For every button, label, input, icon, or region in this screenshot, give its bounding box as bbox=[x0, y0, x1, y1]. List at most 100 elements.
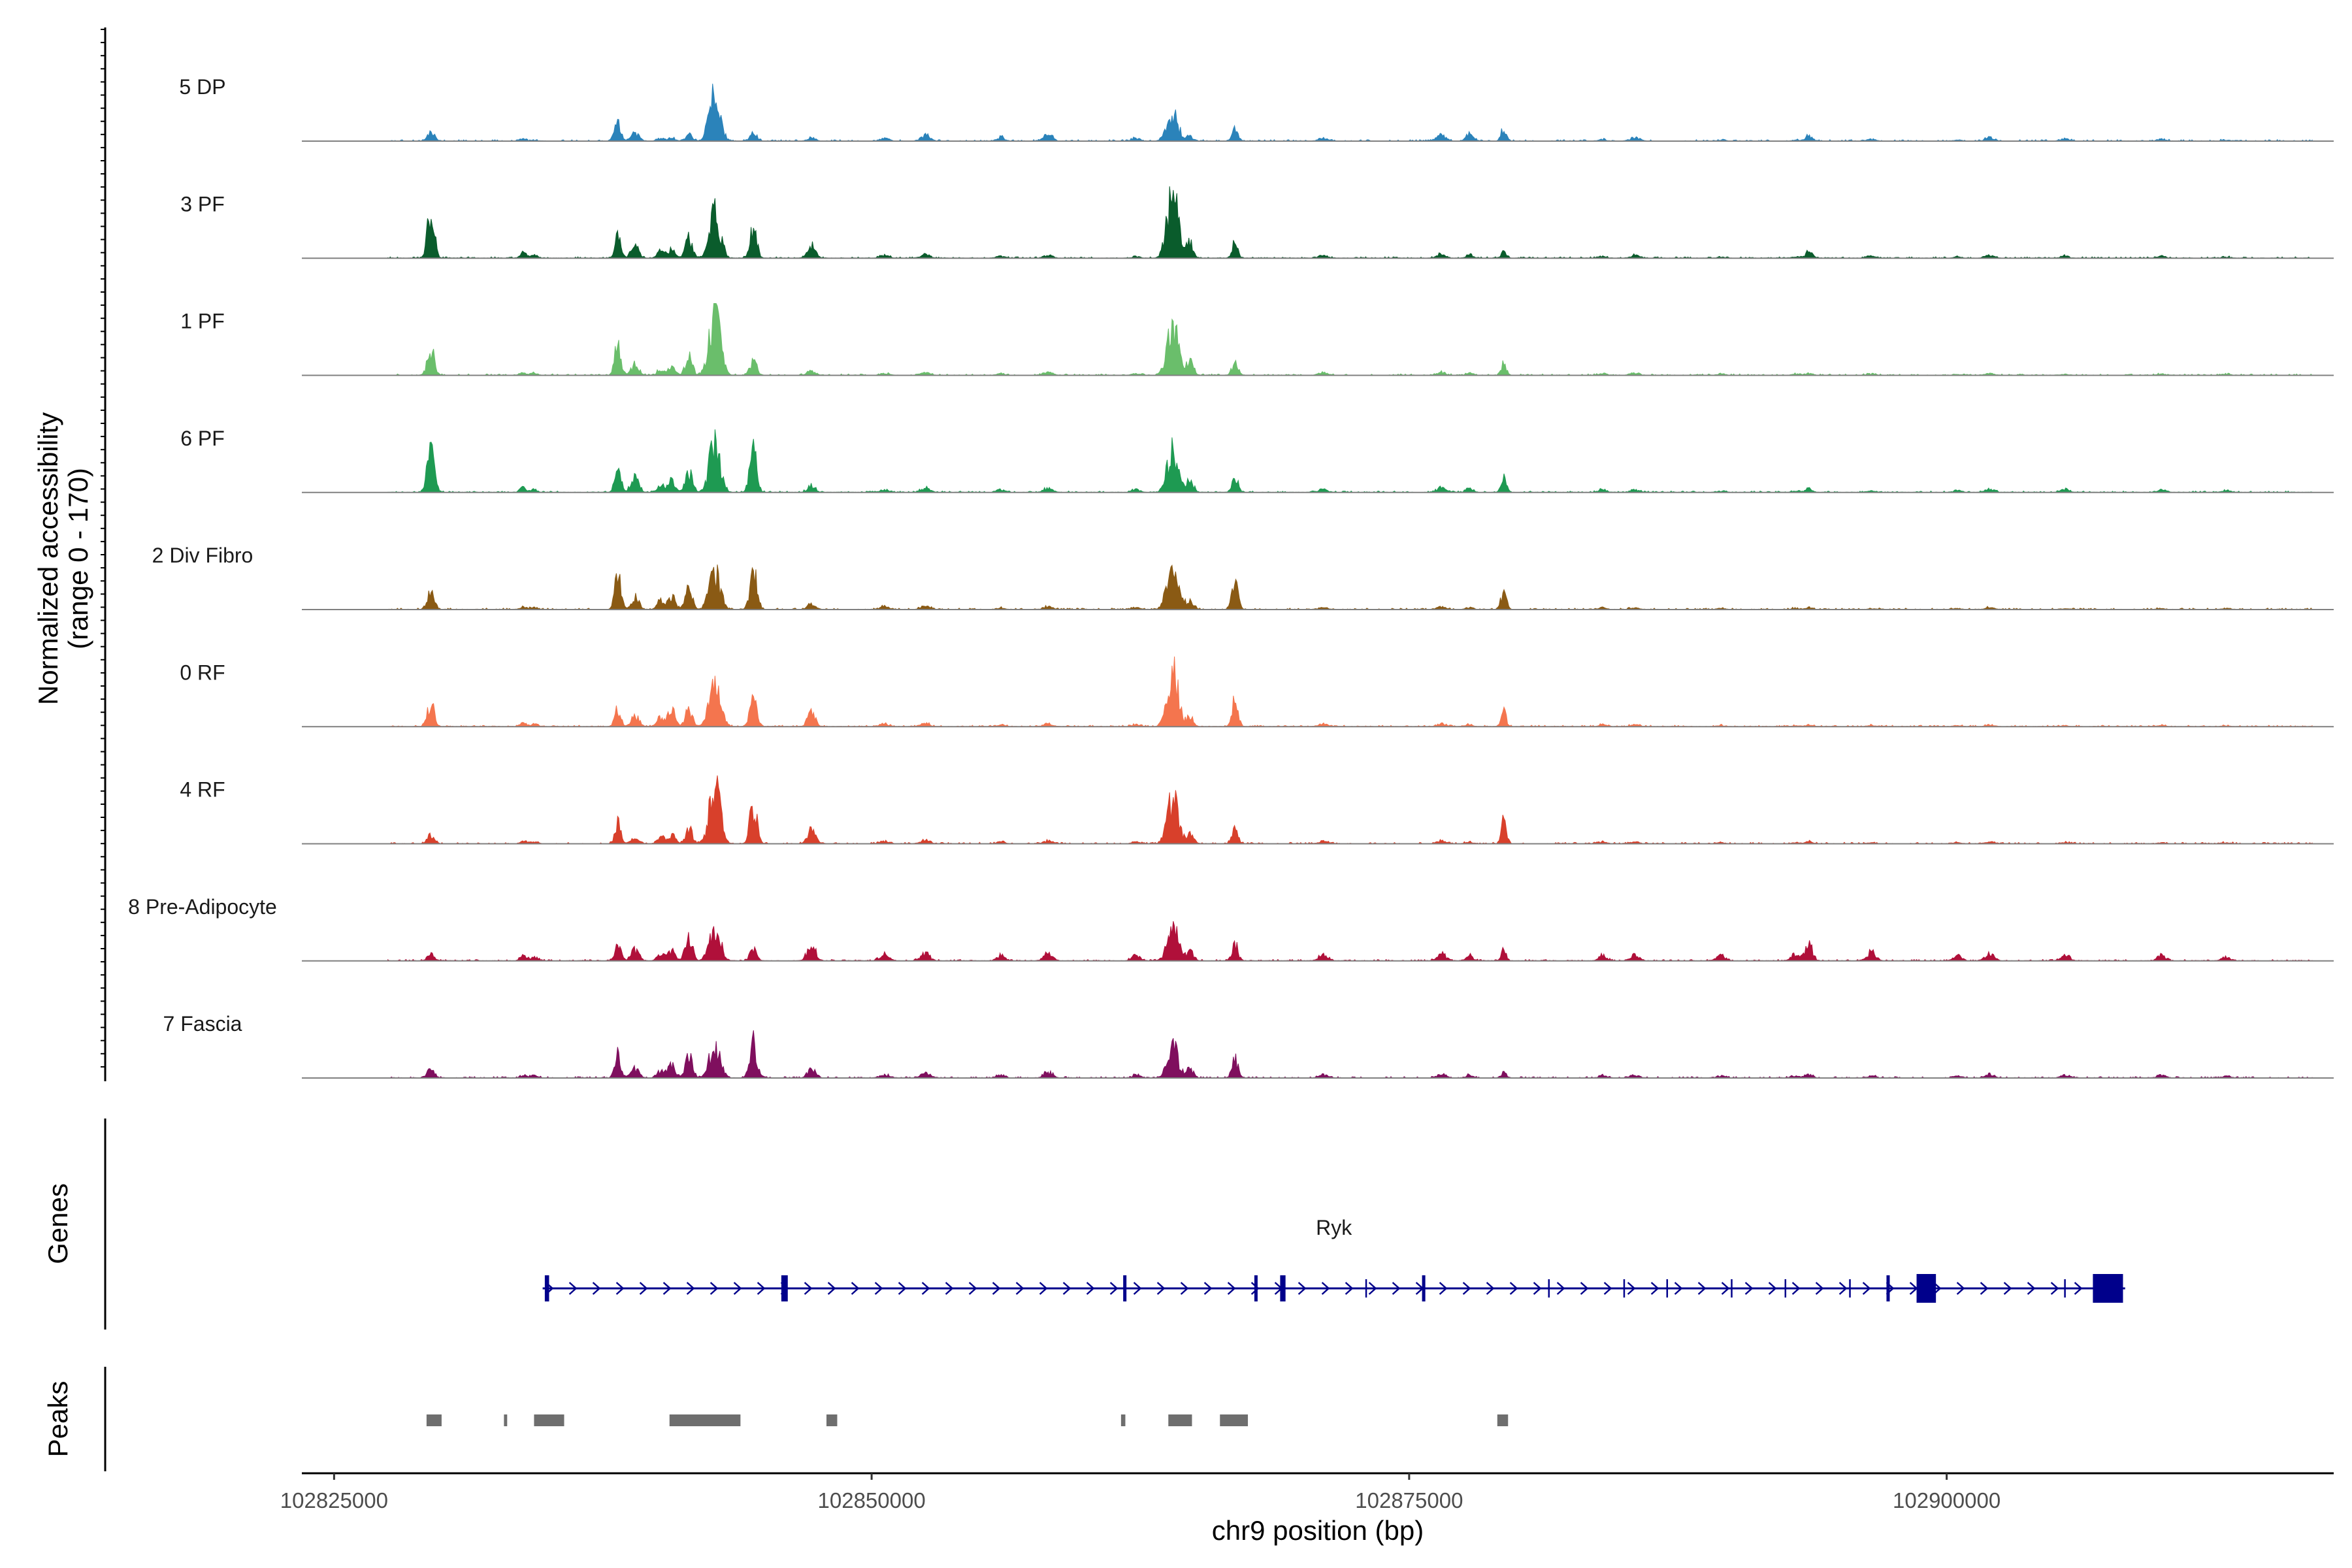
strand-arrow bbox=[1603, 1282, 1612, 1295]
peaks-track-title: Peaks bbox=[42, 1381, 73, 1458]
strand-arrow bbox=[1086, 1282, 1095, 1295]
strand-arrow bbox=[898, 1282, 907, 1295]
strand-arrow bbox=[1509, 1282, 1518, 1295]
x-tick-label: 102900000 bbox=[1893, 1488, 2001, 1512]
strand-arrow bbox=[1956, 1282, 1965, 1295]
strand-arrow bbox=[874, 1282, 883, 1295]
strand-arrow bbox=[1392, 1282, 1401, 1295]
strand-arrow bbox=[1250, 1282, 1260, 1295]
peak-region bbox=[669, 1414, 741, 1426]
accessibility-tracks: 5 DP 3 PF 1 PF 6 PF 2 Div Fibro 0 RF 4 RF 8 Pre… bbox=[128, 75, 2334, 1079]
strand-arrow bbox=[686, 1282, 695, 1295]
peak-region bbox=[1168, 1414, 1192, 1426]
strand-arrow bbox=[1721, 1282, 1730, 1295]
gene-model bbox=[542, 1274, 2125, 1303]
strand-arrow bbox=[1674, 1282, 1683, 1295]
genes-track-title: Genes bbox=[42, 1183, 73, 1264]
peak-regions bbox=[426, 1414, 1509, 1426]
peak-region bbox=[1220, 1414, 1249, 1426]
gene-exon bbox=[1886, 1275, 1890, 1301]
x-tick-label: 102850000 bbox=[818, 1488, 926, 1512]
strand-arrow bbox=[1697, 1282, 1707, 1295]
strand-arrow bbox=[921, 1282, 930, 1295]
strand-arrow bbox=[568, 1282, 578, 1295]
track-label: 7 Fascia bbox=[163, 1012, 242, 1036]
strand-arrow bbox=[1862, 1282, 1871, 1295]
track-label: 6 PF bbox=[180, 427, 225, 450]
strand-arrow bbox=[1368, 1282, 1377, 1295]
strand-arrow bbox=[592, 1282, 601, 1295]
strand-arrow bbox=[2003, 1282, 2012, 1295]
strand-arrow bbox=[1462, 1282, 1471, 1295]
strand-arrow bbox=[827, 1282, 836, 1295]
x-axis: 102825000 102850000 102875000 102900000 chr… bbox=[280, 1472, 2334, 1546]
strand-arrow bbox=[1838, 1282, 1848, 1295]
y-axis-title-line1: Normalized accessibility bbox=[33, 412, 63, 705]
strand-arrow bbox=[2027, 1282, 2036, 1295]
strand-arrow bbox=[804, 1282, 813, 1295]
strand-arrow bbox=[662, 1282, 672, 1295]
strand-arrow bbox=[1815, 1282, 1824, 1295]
strand-arrow bbox=[1062, 1282, 1071, 1295]
peak-region bbox=[826, 1414, 838, 1426]
gene-exon bbox=[1254, 1275, 1258, 1301]
strand-arrow bbox=[1321, 1282, 1330, 1295]
track-label: 4 RF bbox=[180, 778, 225, 802]
strand-arrow bbox=[1556, 1282, 1565, 1295]
strand-arrow bbox=[945, 1282, 954, 1295]
track-label: 5 DP bbox=[179, 75, 225, 99]
strand-arrow bbox=[2050, 1282, 2059, 1295]
x-tick-label: 102825000 bbox=[280, 1488, 388, 1512]
strand-arrow bbox=[710, 1282, 719, 1295]
coverage-y-ticks bbox=[101, 29, 105, 1068]
strand-arrow bbox=[1580, 1282, 1589, 1295]
strand-arrow bbox=[1768, 1282, 1777, 1295]
strand-arrow bbox=[615, 1282, 625, 1295]
track-label: 3 PF bbox=[180, 192, 225, 216]
peak-region bbox=[504, 1414, 508, 1426]
strand-arrow bbox=[1227, 1282, 1236, 1295]
peak-region bbox=[534, 1414, 564, 1426]
gene-exon bbox=[1422, 1275, 1426, 1301]
track-label: 8 Pre-Adipocyte bbox=[128, 895, 277, 919]
x-axis-ticks: 102825000 102850000 102875000 102900000 bbox=[280, 1473, 2001, 1512]
coverage-area bbox=[387, 429, 2313, 493]
y-axis-title-line2: (range 0 - 170) bbox=[63, 468, 93, 649]
strand-arrow bbox=[1180, 1282, 1189, 1295]
strand-arrow bbox=[1439, 1282, 1448, 1295]
gene-exon bbox=[544, 1275, 549, 1301]
track-1-pf: 1 PF bbox=[180, 303, 2334, 376]
strand-arrow bbox=[1298, 1282, 1307, 1295]
gene-exon bbox=[781, 1275, 788, 1301]
strand-arrow bbox=[1650, 1282, 1659, 1295]
strand-arrow bbox=[1627, 1282, 1636, 1295]
peak-region bbox=[1497, 1414, 1509, 1426]
strand-arrow bbox=[968, 1282, 977, 1295]
x-axis-title: chr9 position (bp) bbox=[1212, 1515, 1424, 1546]
peak-region bbox=[426, 1414, 442, 1426]
strand-arrow bbox=[1015, 1282, 1024, 1295]
strand-arrow bbox=[1133, 1282, 1142, 1295]
track-0-rf: 0 RF bbox=[180, 656, 2334, 728]
track-8-pre-adipocyte: 8 Pre-Adipocyte bbox=[128, 895, 2334, 962]
peak-region bbox=[1120, 1414, 1126, 1426]
strand-arrow bbox=[1744, 1282, 1754, 1295]
strand-arrow bbox=[1486, 1282, 1495, 1295]
strand-arrow bbox=[1533, 1282, 1542, 1295]
track-label: 2 Div Fibro bbox=[152, 544, 253, 567]
track-2-div-fibro: 2 Div Fibro bbox=[152, 544, 2334, 610]
strand-arrow bbox=[2074, 1282, 2083, 1295]
coverage-y-axis: Normalized accessibility (range 0 - 170) bbox=[33, 27, 106, 1081]
strand-arrow bbox=[851, 1282, 860, 1295]
track-label: 0 RF bbox=[180, 661, 225, 684]
genes-track: Genes Ryk bbox=[42, 1119, 2125, 1330]
gene-exon bbox=[1280, 1275, 1286, 1301]
track-3-pf: 3 PF bbox=[180, 186, 2334, 259]
strand-arrow bbox=[639, 1282, 648, 1295]
gene-exon bbox=[2093, 1274, 2123, 1303]
x-tick-label: 102875000 bbox=[1355, 1488, 1463, 1512]
track-6-pf: 6 PF bbox=[180, 427, 2334, 493]
strand-arrow bbox=[1980, 1282, 1989, 1295]
strand-arrow bbox=[1156, 1282, 1166, 1295]
